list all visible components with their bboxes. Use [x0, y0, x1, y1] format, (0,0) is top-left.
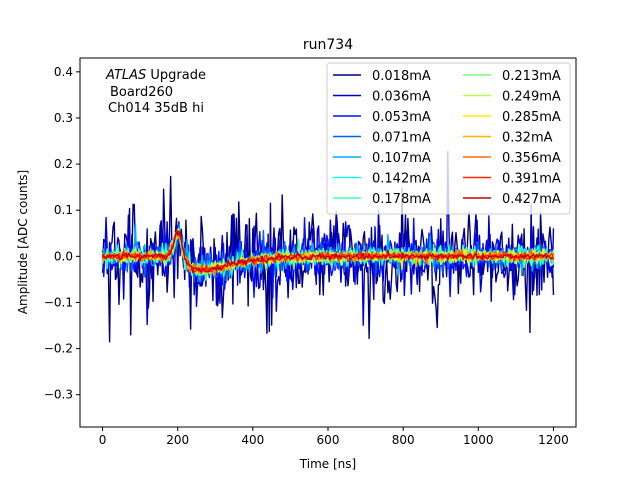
x-axis: 0 200 400 600 800 1000 1200 — [99, 427, 569, 447]
legend-label: 0.018mA — [372, 69, 431, 84]
x-tick-label: 200 — [166, 433, 189, 447]
y-axis-label: Amplitude [ADC counts] — [16, 170, 30, 314]
annotation-upgrade: Upgrade — [146, 68, 206, 83]
y-tick-label: 0.3 — [54, 111, 73, 125]
y-tick-label: −0.3 — [44, 388, 73, 402]
series-line-0_071mA — [101, 224, 555, 283]
series-layer — [101, 150, 555, 343]
annotation-line-1: ATLAS Upgrade — [105, 68, 206, 83]
x-tick-label: 1200 — [538, 433, 569, 447]
y-tick-label: 0.2 — [54, 157, 73, 171]
legend-label: 0.391mA — [502, 172, 561, 187]
legend-label: 0.107mA — [372, 151, 431, 166]
legend-label: 0.053mA — [372, 110, 431, 125]
x-tick-label: 0 — [99, 433, 107, 447]
x-tick-label: 800 — [392, 433, 415, 447]
legend-label: 0.285mA — [502, 110, 561, 125]
atlas-annotation: ATLAS Upgrade Board260 Ch014 35dB hi — [105, 68, 206, 116]
series-line-0_427mA — [101, 228, 555, 274]
legend-label: 0.036mA — [372, 90, 431, 105]
legend-label: 0.427mA — [502, 192, 561, 207]
legend-label: 0.071mA — [372, 131, 431, 146]
x-tick-label: 1000 — [463, 433, 494, 447]
x-axis-label: Time [ns] — [299, 457, 356, 471]
legend: 0.018mA 0.036mA 0.053mA 0.071mA 0.107mA 0.142… — [326, 62, 571, 215]
legend-box — [326, 62, 571, 215]
x-tick-label: 400 — [241, 433, 264, 447]
y-tick-label: −0.1 — [44, 295, 73, 309]
annotation-line-2: Board260 — [110, 85, 173, 100]
chart-title: run734 — [303, 37, 353, 53]
legend-label: 0.32mA — [502, 131, 553, 146]
legend-label: 0.178mA — [372, 192, 431, 207]
y-tick-label: 0.0 — [54, 249, 73, 263]
annotation-atlas: ATLAS — [105, 68, 146, 83]
y-tick-label: 0.1 — [54, 203, 73, 217]
legend-label: 0.213mA — [502, 69, 561, 84]
annotation-line-3: Ch014 35dB hi — [108, 101, 204, 116]
legend-label: 0.249mA — [502, 90, 561, 105]
y-tick-label: −0.2 — [44, 342, 73, 356]
x-tick-label: 600 — [317, 433, 340, 447]
legend-label: 0.142mA — [372, 172, 431, 187]
legend-label: 0.356mA — [502, 151, 561, 166]
y-tick-label: 0.4 — [54, 65, 73, 79]
y-axis: −0.3 −0.2 −0.1 0.0 0.1 0.2 0.3 0.4 — [44, 65, 80, 402]
